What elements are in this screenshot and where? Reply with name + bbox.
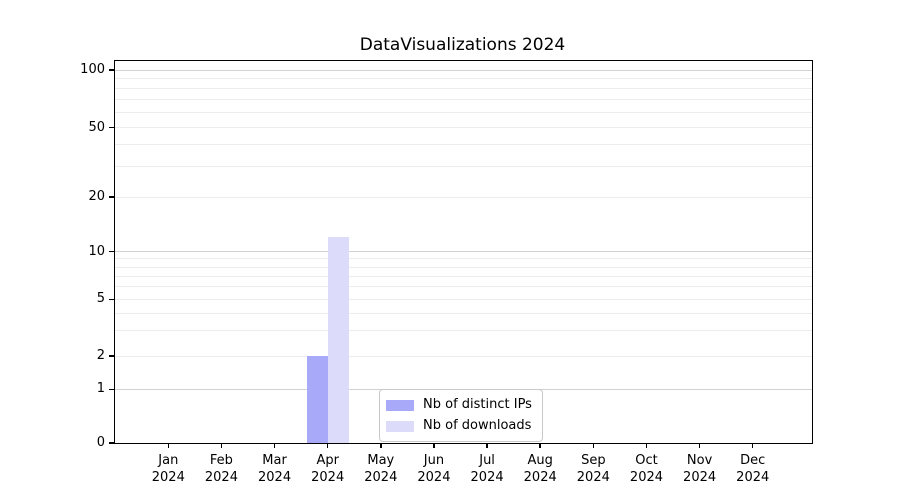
minor-gridline <box>115 275 812 277</box>
x-tick-label: Sep 2024 <box>551 452 635 486</box>
x-tick-label-line: Jan <box>158 453 179 468</box>
x-tick-mark <box>751 443 754 448</box>
y-tick-mark <box>108 298 114 301</box>
minor-gridline <box>115 330 812 332</box>
y-tick-mark <box>108 442 114 444</box>
minor-gridline <box>115 127 812 128</box>
legend-item: Nb of downloads <box>386 418 532 434</box>
y-tick-mark <box>108 196 114 198</box>
y-tick-label: 1 <box>96 381 105 397</box>
x-tick-label-line: 2024 <box>204 470 238 485</box>
x-tick-label: Jul 2024 <box>445 452 529 486</box>
x-tick-mark <box>220 443 223 448</box>
legend-label: Nb of downloads <box>423 418 532 433</box>
y-tick-label: 20 <box>88 189 105 204</box>
minor-gridline <box>115 88 812 89</box>
x-tick-label-line: Jul <box>479 453 495 468</box>
legend-swatch-icon <box>386 420 414 432</box>
minor-gridline <box>115 298 812 300</box>
x-tick-label-line: 2024 <box>470 470 504 485</box>
x-tick-mark <box>433 443 435 448</box>
x-tick-mark <box>539 443 541 448</box>
minor-gridline <box>115 143 812 145</box>
minor-gridline <box>115 165 812 167</box>
minor-gridline <box>115 99 812 101</box>
x-tick-label-line: May <box>367 453 395 468</box>
x-tick-label: Oct 2024 <box>604 452 688 486</box>
minor-gridline <box>115 266 812 268</box>
x-tick-mark <box>380 443 382 448</box>
x-tick-label: Jun 2024 <box>392 452 476 486</box>
y-tick-label: 10 <box>88 243 105 259</box>
x-tick-label: Aug 2024 <box>498 452 582 486</box>
minor-gridline <box>115 78 812 80</box>
x-tick-label: May 2024 <box>339 452 423 486</box>
x-tick-label-line: Jun <box>423 453 445 468</box>
minor-gridline <box>115 312 812 314</box>
y-tick-label: 2 <box>96 348 105 363</box>
minor-gridline <box>115 111 812 113</box>
x-tick-label: Feb 2024 <box>179 452 263 486</box>
x-tick-mark <box>273 443 276 448</box>
y-tick-mark <box>108 69 114 71</box>
x-tick-mark <box>645 443 648 448</box>
x-tick-label: Jan 2024 <box>126 452 210 486</box>
x-tick-mark <box>698 443 701 448</box>
x-tick-label-line: 2024 <box>629 470 664 485</box>
x-tick-label-line: 2024 <box>523 470 557 485</box>
y-tick-mark <box>108 388 114 391</box>
legend: Nb of distinct IPs Nb of downloads <box>379 389 543 442</box>
x-tick-label-line: Sep <box>581 453 606 468</box>
y-tick-mark <box>108 355 114 357</box>
minor-gridline <box>115 286 812 288</box>
major-gridline <box>115 251 812 253</box>
x-tick-label-line: 2024 <box>311 470 345 485</box>
x-tick-label-line: 2024 <box>364 470 398 485</box>
x-tick-label-line: 2024 <box>736 470 770 485</box>
major-gridline <box>115 69 812 71</box>
x-tick-label-line: Mar <box>262 453 287 468</box>
x-tick-label-line: Oct <box>635 453 658 468</box>
chart-title: DataVisualizations 2024 <box>359 35 566 55</box>
y-tick-label: 0 <box>96 435 105 450</box>
x-tick-label-line: 2024 <box>417 470 451 485</box>
x-tick-label-line: Aug <box>527 453 553 468</box>
x-tick-mark <box>486 443 488 448</box>
x-tick-mark <box>592 443 595 448</box>
y-tick-label: 100 <box>80 62 105 77</box>
x-tick-label-line: 2024 <box>576 470 610 485</box>
x-tick-label-line: 2024 <box>258 470 292 485</box>
x-tick-mark <box>326 443 329 448</box>
x-tick-label-line: Dec <box>740 453 766 468</box>
x-tick-label-line: 2024 <box>683 470 717 485</box>
minor-gridline <box>115 355 812 357</box>
x-tick-label: Apr 2024 <box>286 452 370 486</box>
y-tick-label: 5 <box>96 291 105 307</box>
x-tick-label-line: Nov <box>686 453 713 468</box>
x-tick-label-line: Apr <box>316 453 339 468</box>
x-tick-label-line: Feb <box>209 453 233 468</box>
y-tick-mark <box>108 126 114 129</box>
minor-gridline <box>115 196 812 198</box>
x-tick-label-line: 2024 <box>151 470 185 485</box>
legend-item: Nb of distinct IPs <box>386 397 532 413</box>
x-tick-label: Nov 2024 <box>658 452 742 486</box>
x-tick-label: Dec 2024 <box>711 452 795 486</box>
x-tick-label: Mar 2024 <box>233 452 317 486</box>
minor-gridline <box>115 258 812 260</box>
bar-nb-of-distinct-ips <box>306 356 328 443</box>
legend-label: Nb of distinct IPs <box>423 397 532 412</box>
legend-swatch-icon <box>386 399 414 411</box>
y-tick-label: 50 <box>88 119 105 135</box>
y-tick-mark <box>108 250 114 253</box>
x-tick-mark <box>167 443 170 448</box>
plot-area: 0 1 2 5 10 20 50 100 Jan 2024 Feb 2024 Mar 2024 Apr 20… <box>80 60 813 485</box>
bar-nb-of-downloads <box>327 237 349 443</box>
